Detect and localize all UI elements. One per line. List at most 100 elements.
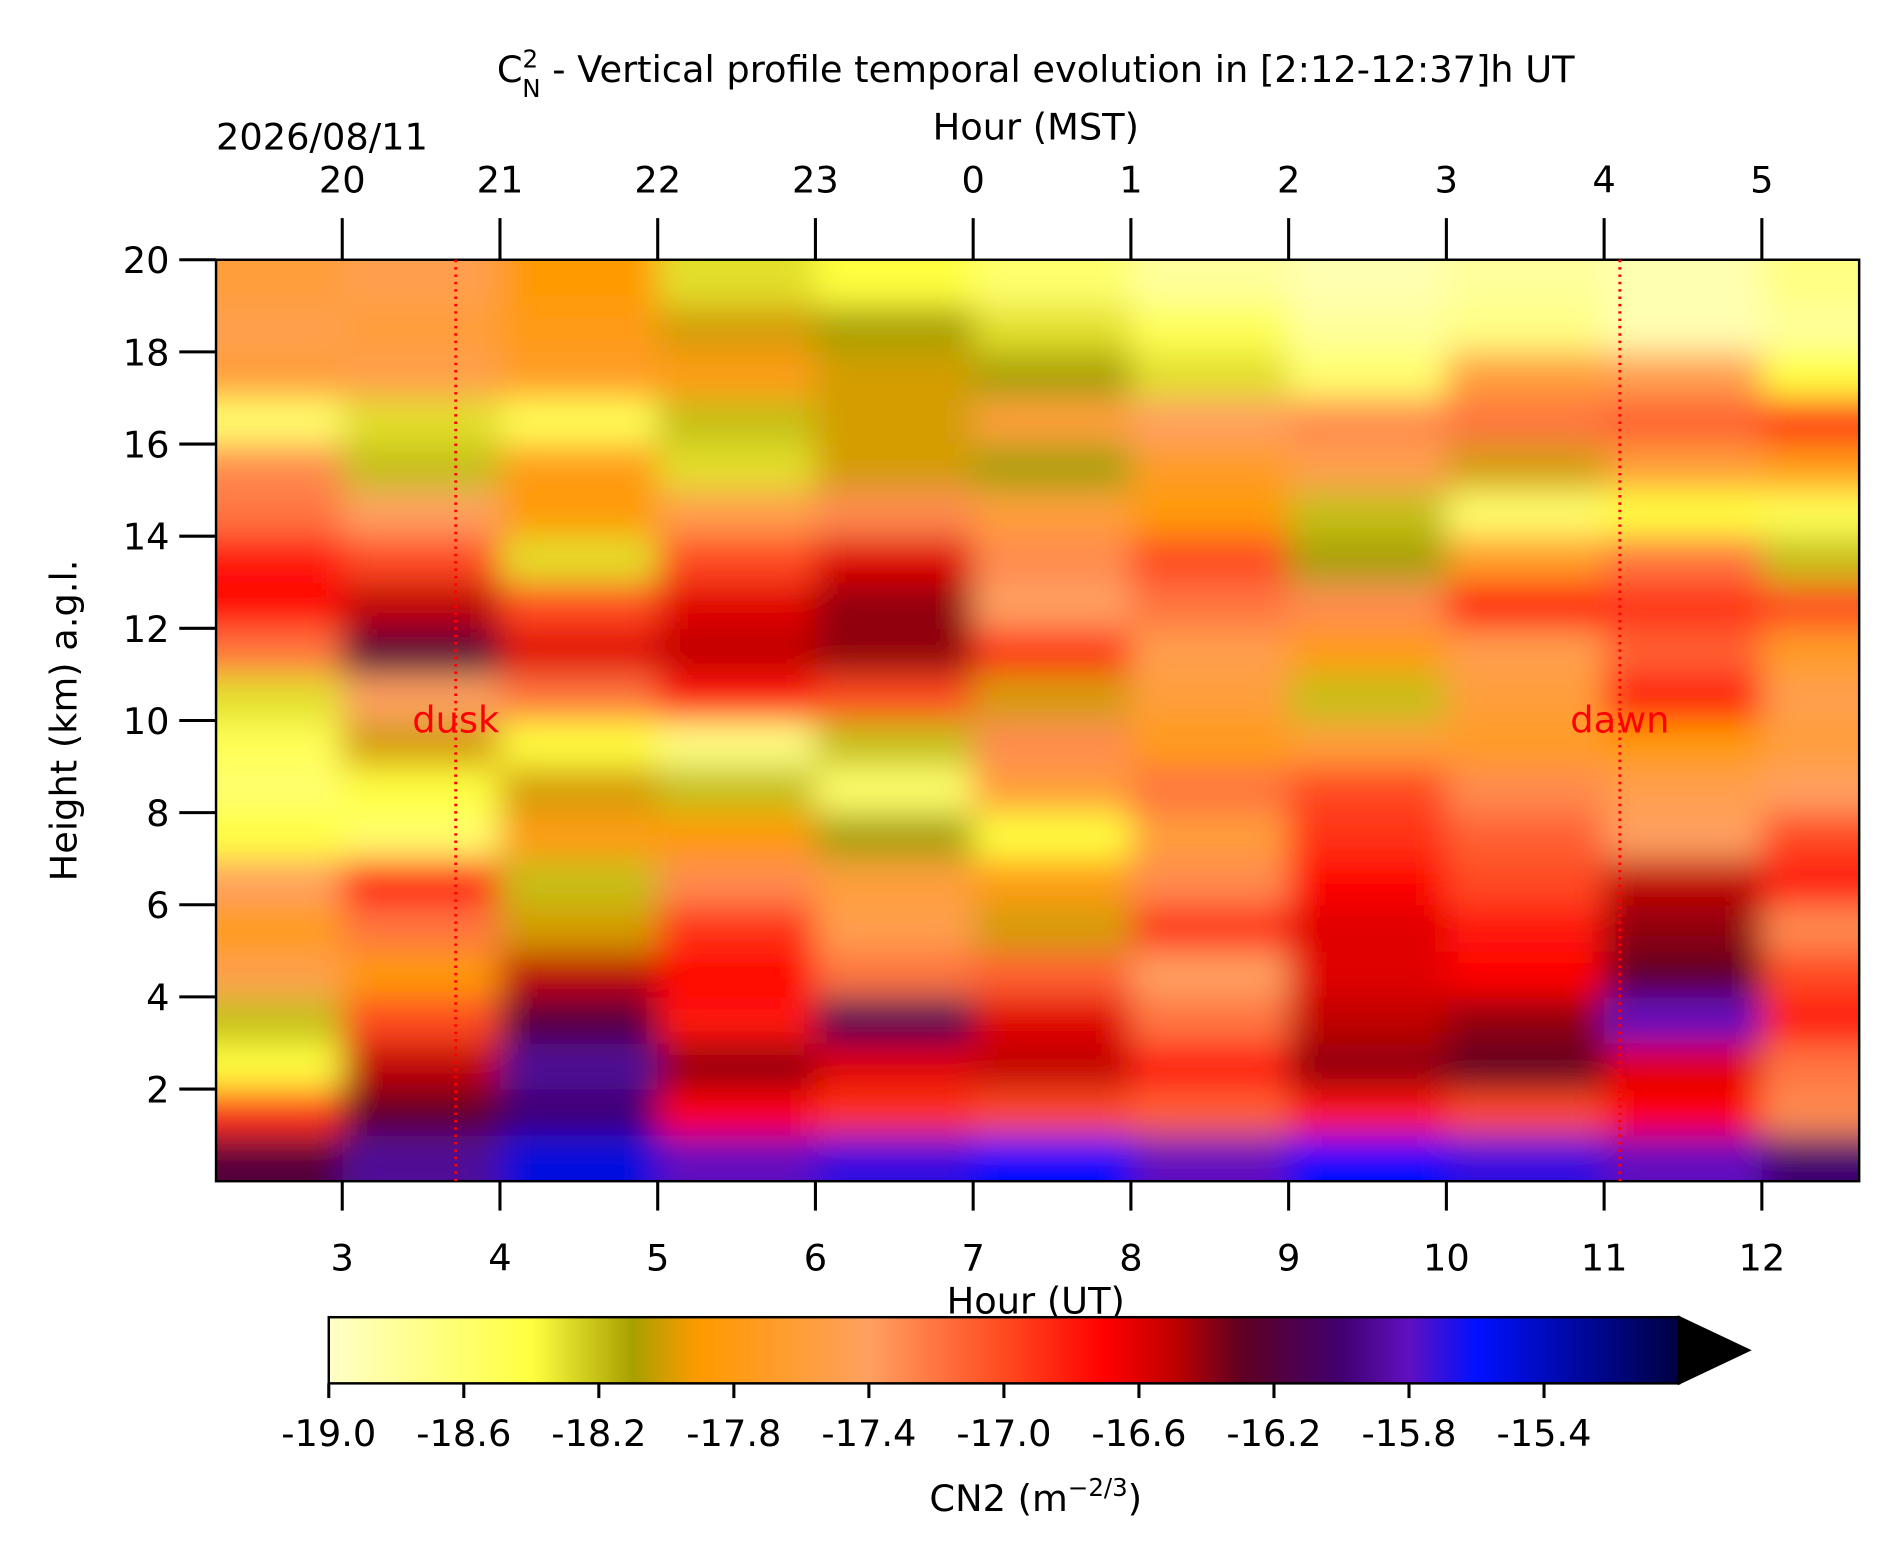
heat-cell (1288, 950, 1447, 998)
x2-tick-label: 20 (319, 158, 366, 201)
heat-cell (815, 720, 974, 768)
heat-cell (1761, 397, 1860, 445)
heat-cell (657, 674, 817, 722)
x2-tick-label: 3 (1435, 158, 1458, 201)
heat-cell (973, 1135, 1132, 1182)
heat-cell (815, 950, 974, 998)
title-text: - Vertical profile temporal evolution in… (541, 48, 1576, 91)
heat-cell (657, 351, 817, 399)
heat-cell (1446, 950, 1605, 998)
heat-cell (657, 904, 817, 952)
annotation-label: dawn (1570, 699, 1669, 742)
heat-cell (1446, 628, 1605, 676)
heat-cell (499, 397, 659, 445)
heat-cell (1604, 1042, 1763, 1090)
heat-cell (1604, 397, 1763, 445)
heat-cell (1604, 674, 1763, 722)
heat-cell (1446, 812, 1605, 860)
heat-cell (973, 582, 1132, 629)
x-tick-label: 12 (1738, 1237, 1785, 1280)
colorbar-tick-label: -18.6 (416, 1412, 511, 1455)
x2-tick-label: 2 (1277, 158, 1300, 201)
heat-cell (1288, 1042, 1447, 1090)
heat-cell (1288, 996, 1447, 1044)
heat-cell (1288, 674, 1447, 722)
heat-cell (815, 766, 974, 814)
heat-cell (499, 259, 659, 307)
heat-cell (216, 582, 343, 629)
heat-cell (973, 351, 1132, 399)
heat-cell (1446, 720, 1605, 768)
heat-cell (342, 582, 501, 629)
heat-cell (1604, 259, 1763, 307)
title-sup: 2 (523, 44, 539, 73)
heat-cell (657, 720, 817, 768)
x2-tick-label: 1 (1119, 158, 1142, 201)
colorbar-tick-label: -16.6 (1091, 1412, 1186, 1455)
heat-cell (815, 628, 974, 676)
heat-cell (973, 950, 1132, 998)
heat-cell (973, 858, 1132, 906)
heat-cell (1604, 1135, 1763, 1182)
heat-cell (1130, 720, 1290, 768)
heat-cell (1446, 858, 1605, 906)
x2-tick-label: 22 (634, 158, 681, 201)
heat-cell (342, 904, 501, 952)
heat-cell (1761, 628, 1860, 676)
heat-cell (973, 904, 1132, 952)
heat-cell (657, 766, 817, 814)
y-axis-label: Height (km) a.g.l. (42, 560, 85, 882)
heat-cell (1604, 858, 1763, 906)
heat-cell (657, 490, 817, 537)
x-tick-label: 5 (646, 1237, 669, 1280)
heat-cell (1604, 536, 1763, 583)
heat-cell (1288, 1089, 1447, 1136)
heat-cell (1604, 444, 1763, 491)
heat-cell (1130, 444, 1290, 491)
heat-cell (499, 720, 659, 768)
colorbar-extend (1677, 1315, 1752, 1386)
heat-cell (657, 259, 817, 307)
heat-cell (1288, 351, 1447, 399)
colorbar-tick-label: -19.0 (281, 1412, 376, 1455)
colorbar-tick-label: -15.4 (1496, 1412, 1591, 1455)
heat-cell (973, 305, 1132, 353)
heat-cell (1761, 904, 1860, 952)
heat-cell (342, 305, 501, 353)
heat-cell (216, 628, 343, 676)
x2-tick-label: 23 (792, 158, 839, 201)
heat-cell (1761, 1042, 1860, 1090)
heat-cell (499, 1042, 659, 1090)
heat-cell (1446, 1089, 1605, 1136)
heat-cell (1130, 1135, 1290, 1182)
colorbar (328, 1317, 1680, 1384)
heat-cell (216, 812, 343, 860)
heat-cell (1761, 1089, 1860, 1136)
heat-cell (499, 950, 659, 998)
x-tick-label: 11 (1581, 1237, 1628, 1280)
heat-cell (1446, 536, 1605, 583)
heat-cell (1130, 259, 1290, 307)
heat-cell (657, 582, 817, 629)
heat-cell (342, 397, 501, 445)
heat-cell (1130, 397, 1290, 445)
heat-cell (1761, 490, 1860, 537)
heat-cell (657, 996, 817, 1044)
heat-cell (815, 582, 974, 629)
heat-cell (815, 674, 974, 722)
heat-cell (1446, 490, 1605, 537)
heat-cell (1604, 628, 1763, 676)
heat-cell (1130, 582, 1290, 629)
heat-cell (1446, 996, 1605, 1044)
heat-cell (1761, 305, 1860, 353)
heat-cell (1604, 490, 1763, 537)
heat-cell (1446, 582, 1605, 629)
heat-cell (499, 582, 659, 629)
heat-cell (1130, 950, 1290, 998)
heat-cell (216, 351, 343, 399)
title-sub: N (522, 74, 540, 103)
heat-cell (1761, 1135, 1860, 1182)
heat-cell (499, 904, 659, 952)
